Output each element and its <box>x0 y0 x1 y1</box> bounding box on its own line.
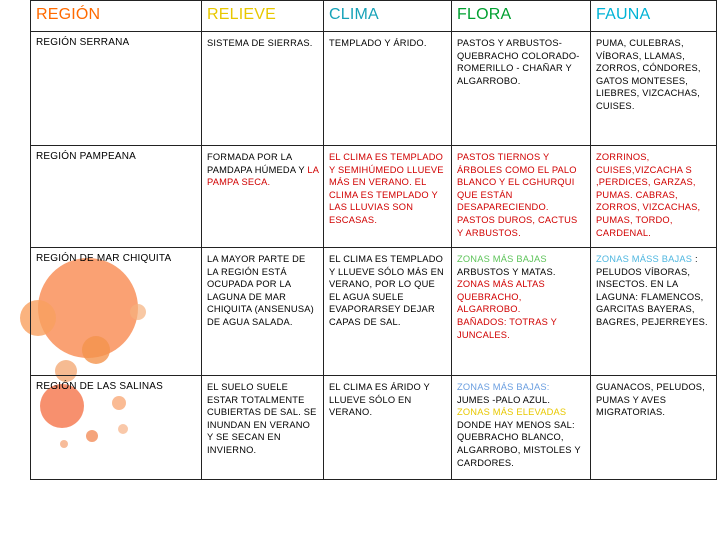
flora-text: ARBUSTOS Y MATAS. <box>457 266 556 277</box>
flora-cell: PASTOS Y ARBUSTOS- QUEBRACHO COLORADO- R… <box>451 31 591 146</box>
fauna-cell: ZONAS MÁSS BAJAS : PELUDOS VÍBORAS, INSE… <box>590 247 717 376</box>
header-fauna: FAUNA <box>590 0 717 32</box>
region-name: REGIÓN SERRANA <box>30 31 202 146</box>
clima-text-highlight: EL CLIMA ES TEMPLADO Y LAS LLUVIAS SON E… <box>329 177 438 225</box>
relieve-cell: FORMADA POR LA PAMDAPA HÚMEDA Y LA PAMPA… <box>201 145 324 248</box>
region-name: REGIÓN DE MAR CHIQUITA <box>30 247 202 376</box>
flora-text: QUEBRACHO, ALGARROBO. <box>457 291 522 315</box>
fauna-cell: ZORRINOS, CUISES,VIZCACHA S ,PERDICES, G… <box>590 145 717 248</box>
fauna-text: : PELUDOS VÍBORAS, INSECTOS. <box>596 254 698 290</box>
flora-cell: PASTOS TIERNOS Y ÁRBOLES COMO EL PALO BL… <box>451 145 591 248</box>
regions-table: REGIÓN RELIEVE CLIMA FLORA FAUNA REGIÓN … <box>30 0 717 480</box>
relieve-cell: SISTEMA DE SIERRAS. <box>201 31 324 146</box>
table-row-mar-chiquita: REGIÓN DE MAR CHIQUITA LA MAYOR PARTE DE… <box>30 247 717 376</box>
fauna-cell: PUMA, CULEBRAS, VÍBORAS, LLAMAS, ZORROS,… <box>590 31 717 146</box>
flora-subtitle: ZONAS MÁS ALTAS <box>457 279 545 290</box>
relieve-cell: LA MAYOR PARTE DE LA REGIÓN ESTÁ OCUPADA… <box>201 247 324 376</box>
table-row-serrana: REGIÓN SERRANA SISTEMA DE SIERRAS. TEMPL… <box>30 31 717 146</box>
table-header-row: REGIÓN RELIEVE CLIMA FLORA FAUNA <box>30 0 717 32</box>
flora-subtitle: ZONAS MÁS ELEVADAS <box>457 407 567 418</box>
flora-text: BAÑADOS: TOTRAS Y JUNCALES. <box>457 316 557 340</box>
header-clima: CLIMA <box>323 0 452 32</box>
flora-subtitle: ZONAS MÁS BAJAS <box>457 254 547 264</box>
clima-cell: TEMPLADO Y ÁRIDO. <box>323 31 452 146</box>
flora-subtitle: ZONAS MÁS BAJAS: <box>457 382 550 392</box>
table-row-salinas: REGIÓN DE LAS SALINAS EL SUELO SUELE EST… <box>30 375 717 480</box>
clima-cell: EL CLIMA ES ÁRIDO Y LLUEVE SÓLO EN VERAN… <box>323 375 452 480</box>
header-flora: FLORA <box>451 0 591 32</box>
clima-cell: EL CLIMA ES TEMPLADO Y LLUEVE SÓLO MÁS E… <box>323 247 452 376</box>
clima-text-highlight: EL CLIMA ES TEMPLADO Y SEMIHÚMEDO LLUEVE… <box>329 152 444 188</box>
table-row-pampeana: REGIÓN PAMPEANA FORMADA POR LA PAMDAPA H… <box>30 145 717 248</box>
fauna-cell: GUANACOS, PELUDOS, PUMAS Y AVES MIGRATOR… <box>590 375 717 480</box>
header-region: REGIÓN <box>30 0 202 32</box>
fauna-subtitle: ZONAS MÁSS BAJAS <box>596 254 693 264</box>
flora-cell: ZONAS MÁS BAJAS: JUMES -PALO AZUL. ZONAS… <box>451 375 591 480</box>
relieve-text-highlight: LA PAMPA SECA. <box>207 164 319 188</box>
fauna-text: EN LA LAGUNA: FLAMENCOS, GARCITAS BAYERA… <box>596 279 708 327</box>
flora-text: DONDE HAY MENOS SAL: QUEBRACHO BLANCO, A… <box>457 419 581 468</box>
relieve-cell: EL SUELO SUELE ESTAR TOTALMENTE CUBIERTA… <box>201 375 324 480</box>
region-name: REGIÓN PAMPEANA <box>30 145 202 248</box>
flora-text: JUMES -PALO AZUL. <box>457 394 551 405</box>
flora-cell: ZONAS MÁS BAJAS ARBUSTOS Y MATAS. ZONAS … <box>451 247 591 376</box>
clima-cell: EL CLIMA ES TEMPLADO Y SEMIHÚMEDO LLUEVE… <box>323 145 452 248</box>
region-name: REGIÓN DE LAS SALINAS <box>30 375 202 480</box>
relieve-text: FORMADA POR LA PAMDAPA HÚMEDA Y <box>207 152 305 175</box>
header-relieve: RELIEVE <box>201 0 324 32</box>
